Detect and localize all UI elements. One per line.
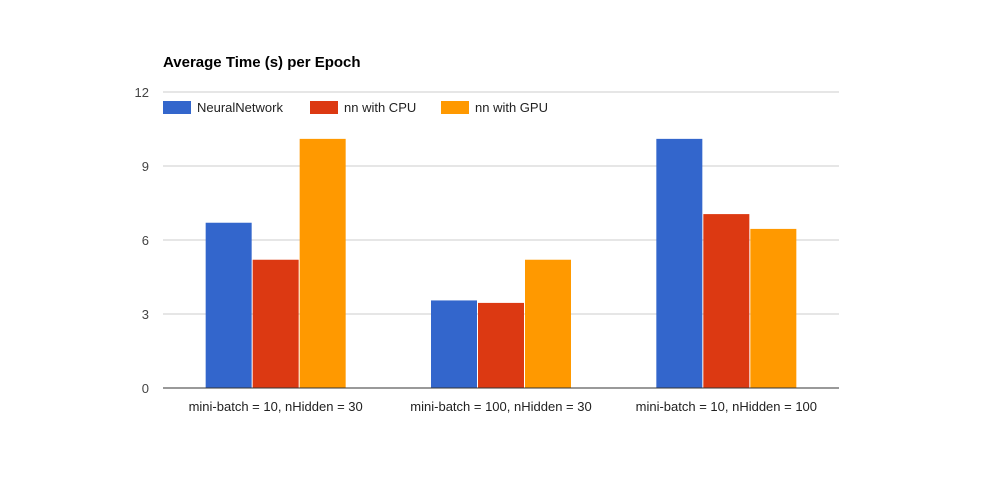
y-tick-label: 12 <box>135 85 149 100</box>
bar <box>750 228 797 388</box>
y-tick-label: 6 <box>142 233 149 248</box>
legend: NeuralNetwork nn with CPU nn with GPU <box>163 100 548 115</box>
y-tick-label: 0 <box>142 381 149 396</box>
bar <box>252 259 299 388</box>
y-tick-label: 9 <box>142 159 149 174</box>
x-category-label: mini-batch = 10, nHidden = 100 <box>636 399 817 414</box>
bars <box>205 138 797 388</box>
x-category-label: mini-batch = 100, nHidden = 30 <box>410 399 591 414</box>
y-tick-label: 3 <box>142 307 149 322</box>
y-axis-ticks: 0 3 6 9 12 <box>135 85 149 396</box>
bar <box>656 138 703 388</box>
bar <box>703 214 750 388</box>
bar <box>478 302 524 388</box>
legend-label: nn with GPU <box>475 100 548 115</box>
bar <box>525 259 571 388</box>
legend-swatch <box>441 101 469 114</box>
x-category-label: mini-batch = 10, nHidden = 30 <box>189 399 363 414</box>
chart-title: Average Time (s) per Epoch <box>163 54 361 71</box>
legend-label: nn with CPU <box>344 100 416 115</box>
legend-label: NeuralNetwork <box>197 100 283 115</box>
x-axis-labels: mini-batch = 10, nHidden = 30 mini-batch … <box>189 399 817 414</box>
bar <box>299 138 346 388</box>
bar <box>205 222 252 388</box>
legend-swatch <box>163 101 191 114</box>
legend-swatch <box>310 101 338 114</box>
bar <box>431 300 477 388</box>
